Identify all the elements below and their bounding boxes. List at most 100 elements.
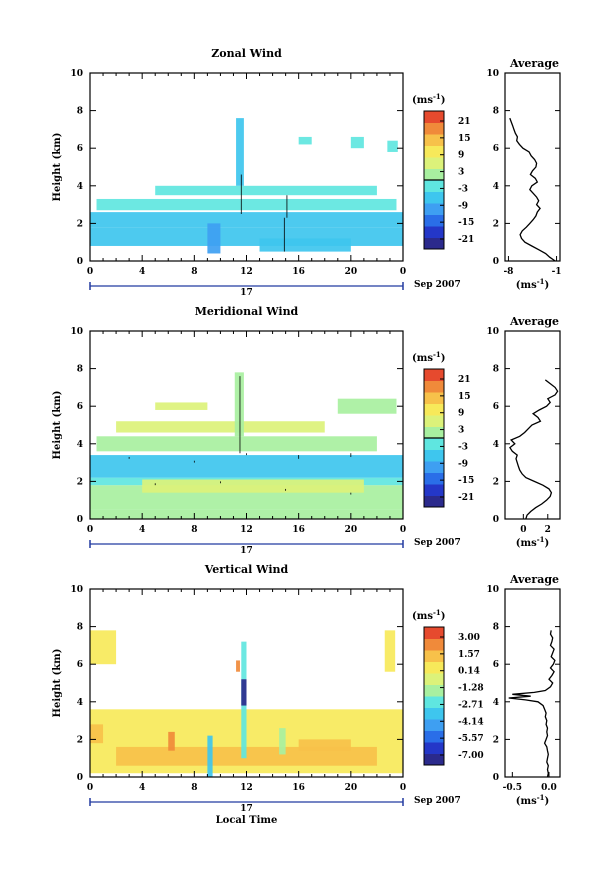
y-tick-label: 2 xyxy=(77,735,83,745)
colorbar-swatch xyxy=(424,180,444,192)
heatmap-cell xyxy=(236,118,244,186)
heatmap-cell xyxy=(96,198,397,211)
x-tick-label: 12 xyxy=(240,783,253,793)
colorbar-swatch xyxy=(424,203,444,215)
profile-y-tick-label: 2 xyxy=(493,477,499,487)
panel-title: Zonal Wind xyxy=(211,47,282,60)
colorbar-swatch xyxy=(424,145,444,158)
colorbar-tick-label: 3 xyxy=(458,426,464,436)
y-tick-label: 8 xyxy=(77,623,83,633)
heatmap-cell xyxy=(259,238,351,252)
x-tick-label: 0 xyxy=(87,525,93,535)
colorbar-swatch xyxy=(424,696,444,708)
colorbar-tick-label: 9 xyxy=(458,151,464,161)
profile-y-tick-label: 6 xyxy=(493,402,499,412)
colorbar-tick-label: 21 xyxy=(458,375,471,385)
profile-y-tick-label: 0 xyxy=(493,515,499,525)
colorbar-swatch xyxy=(424,673,444,685)
colorbar-tick-label: -9 xyxy=(458,201,468,211)
date-right-label: Sep 2007 xyxy=(414,796,461,806)
heatmap-cell xyxy=(241,679,247,706)
heatmap-cell xyxy=(350,136,364,149)
panel-title: Vertical Wind xyxy=(204,563,289,576)
colorbar-tick-label: 15 xyxy=(458,392,471,402)
colorbar-tick-label: 15 xyxy=(458,134,471,144)
heatmap-cell xyxy=(90,212,403,228)
colorbar-swatch xyxy=(424,134,444,146)
x-tick-label: 4 xyxy=(139,525,145,535)
colorbar-swatch xyxy=(424,426,444,439)
profile-x-label: (ms-1) xyxy=(516,793,549,807)
profile-y-tick-label: 10 xyxy=(486,69,499,79)
y-tick-label: 6 xyxy=(77,402,83,412)
y-tick-label: 10 xyxy=(70,69,83,79)
date-label: 17 xyxy=(240,288,253,298)
profile-y-tick-label: 4 xyxy=(493,440,499,450)
x-tick-label: 16 xyxy=(292,783,305,793)
colorbar-tick-label: -2.71 xyxy=(458,700,484,710)
colorbar-swatch xyxy=(424,449,444,462)
colorbar-swatch xyxy=(424,753,444,766)
y-tick-label: 8 xyxy=(77,365,83,375)
y-tick-label: 0 xyxy=(77,515,83,525)
profile-x-tick-label: 2 xyxy=(545,525,551,535)
profile-y-tick-label: 6 xyxy=(493,660,499,670)
profile-y-tick-label: 0 xyxy=(493,773,499,783)
colorbar-swatch xyxy=(424,157,444,169)
x-tick-label: 0 xyxy=(400,525,406,535)
y-axis-label: Height (km) xyxy=(52,649,63,718)
colorbar-tick-label: -21 xyxy=(458,235,474,245)
heatmap-cell xyxy=(337,398,397,414)
colorbar-swatch xyxy=(424,438,444,450)
profile-y-tick-label: 4 xyxy=(493,182,499,192)
colorbar-unit: (ms-1) xyxy=(412,92,445,106)
heatmap-cell xyxy=(155,402,208,410)
colorbar-swatch xyxy=(424,730,444,743)
y-tick-label: 4 xyxy=(77,440,83,450)
colorbar-swatch xyxy=(424,392,444,404)
x-tick-label: 0 xyxy=(87,783,93,793)
heatmap-cell xyxy=(234,372,244,437)
y-tick-label: 8 xyxy=(77,107,83,117)
colorbar-swatch xyxy=(424,472,444,485)
x-tick-label: 20 xyxy=(345,783,358,793)
heatmap-cell xyxy=(207,223,221,254)
heatmap-cell xyxy=(90,455,403,478)
heatmap-cell xyxy=(387,140,398,152)
colorbar-tick-label: -21 xyxy=(458,493,474,503)
x-tick-label: 0 xyxy=(87,267,93,277)
y-axis-label: Height (km) xyxy=(52,133,63,202)
x-tick-label: 0 xyxy=(400,267,406,277)
y-tick-label: 10 xyxy=(70,327,83,337)
colorbar-tick-label: -3 xyxy=(458,184,468,194)
x-tick-label: 4 xyxy=(139,267,145,277)
panel-title: Meridional Wind xyxy=(195,305,299,318)
profile-y-tick-label: 2 xyxy=(493,735,499,745)
colorbar-swatch xyxy=(424,627,444,639)
colorbar-swatch xyxy=(424,191,444,204)
heatmap-cell xyxy=(116,421,325,433)
profile-y-tick-label: 6 xyxy=(493,144,499,154)
colorbar-swatch xyxy=(424,495,444,508)
x-tick-label: 12 xyxy=(240,525,253,535)
colorbar-swatch xyxy=(424,719,444,731)
colorbar-swatch xyxy=(424,122,444,135)
y-tick-label: 4 xyxy=(77,698,83,708)
colorbar-tick-label: -5.57 xyxy=(458,734,484,744)
x-tick-label: 8 xyxy=(191,783,197,793)
x-tick-label: 20 xyxy=(345,267,358,277)
colorbar-tick-label: -4.14 xyxy=(458,717,484,727)
colorbar-swatch xyxy=(424,707,444,720)
colorbar-tick-label: 0.14 xyxy=(458,667,480,677)
y-tick-label: 2 xyxy=(77,219,83,229)
colorbar-swatch xyxy=(424,111,444,123)
colorbar-tick-label: 3.00 xyxy=(458,633,480,643)
x-tick-label: 4 xyxy=(139,783,145,793)
colorbar-tick-label: 9 xyxy=(458,409,464,419)
colorbar-swatch xyxy=(424,742,444,754)
colorbar-unit: (ms-1) xyxy=(412,608,445,622)
heatmap-cell xyxy=(90,227,403,246)
